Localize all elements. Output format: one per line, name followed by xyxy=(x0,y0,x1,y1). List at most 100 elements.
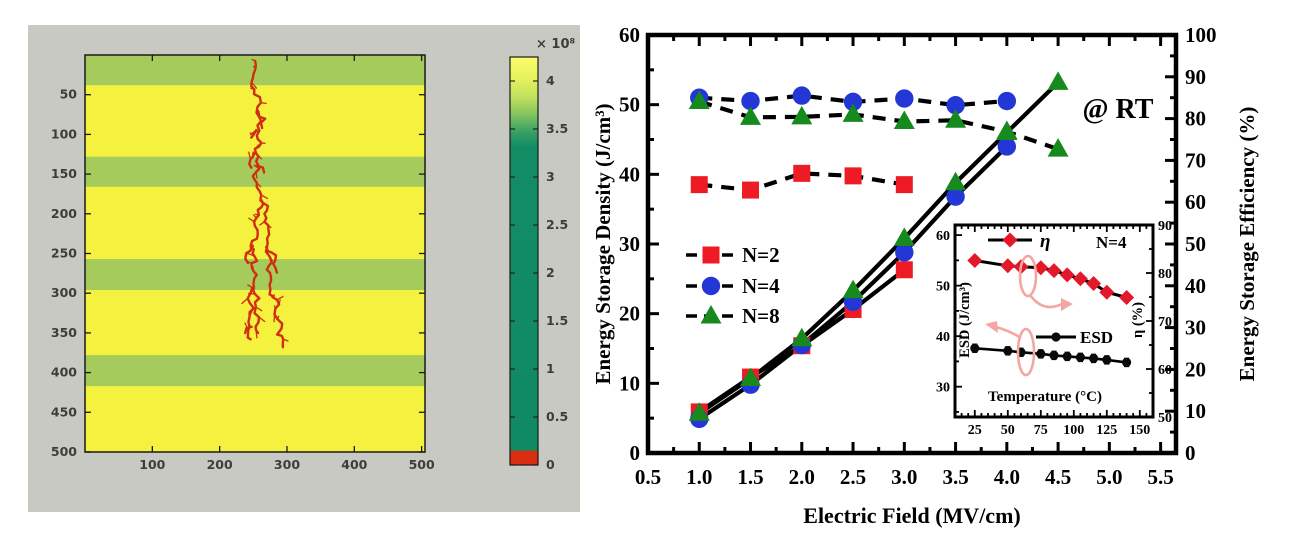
eta-marker xyxy=(1086,276,1102,292)
inset-note: N=4 xyxy=(1096,233,1127,252)
y-right-tick-label: 10 xyxy=(1185,399,1206,423)
y-tick-label: 400 xyxy=(51,365,77,380)
inset-esd-marker xyxy=(1003,346,1013,356)
y-right-tick-label: 20 xyxy=(1185,357,1206,381)
breakdown-twigs xyxy=(249,129,257,136)
y-right-tick-label: 50 xyxy=(1185,232,1206,256)
inset-x-tick-label: 25 xyxy=(968,423,982,438)
inset-esd-marker xyxy=(1122,357,1132,368)
efficiency-line-N=2 xyxy=(699,171,905,193)
y-tick-label: 450 xyxy=(51,404,77,419)
chart-ticks xyxy=(646,33,1176,455)
y-right-tick-label: 30 xyxy=(1185,316,1206,340)
marker-N=8-efficiency xyxy=(1047,138,1069,157)
y-left-tick-label: 50 xyxy=(619,93,640,117)
marker-N=8-efficiency xyxy=(791,105,813,125)
inset-y-right-tick-label: 60 xyxy=(1158,363,1172,378)
marker-N=4-efficiency xyxy=(997,91,1017,111)
x-tick-label: 100 xyxy=(139,457,165,472)
inset-esd-marker xyxy=(1036,349,1046,359)
x-tick-label: 5.5 xyxy=(1147,465,1173,489)
y-tick-label: 500 xyxy=(51,444,77,459)
colorbar-frame xyxy=(509,56,539,466)
y-left-tick-label: 0 xyxy=(630,441,641,465)
breakdown-branch xyxy=(251,287,261,335)
inset-x-tick-label: 150 xyxy=(1129,423,1150,438)
y-left-tick-label: 40 xyxy=(619,162,640,186)
inset-y-left-tick-label: 50 xyxy=(936,280,950,295)
colorbar-tick-label: 4 xyxy=(546,73,555,88)
legend-label: N=2 xyxy=(742,243,780,267)
marker-N=2-efficiency xyxy=(742,181,760,199)
y-tick-label: 200 xyxy=(51,206,77,221)
marker-N=2-efficiency xyxy=(690,176,708,194)
eta-marker xyxy=(1119,289,1135,305)
inset-x-tick-label: 50 xyxy=(1001,423,1015,438)
colorbar-tick-label: 2.5 xyxy=(546,217,568,232)
inset-y-left-tick-label: 60 xyxy=(936,229,950,244)
colorbar xyxy=(510,57,538,465)
x-tick-label: 4.5 xyxy=(1045,465,1071,489)
y-right-tick-label: 0 xyxy=(1185,441,1196,465)
inset-x-tick-label: 125 xyxy=(1096,423,1117,438)
legend-label: N=4 xyxy=(742,274,780,298)
marker-N=8-esd xyxy=(688,402,710,421)
inset-esd-marker xyxy=(1089,353,1099,363)
colorbar-tick-label: 0 xyxy=(546,457,555,472)
marker-N=8-esd xyxy=(791,327,813,347)
dielectric-matrix xyxy=(85,55,425,452)
esd-guide-arrow xyxy=(995,325,1022,340)
colorbar-tick-label: 1.5 xyxy=(546,313,568,328)
legend-label: N=8 xyxy=(742,304,780,328)
x-tick-label: 200 xyxy=(207,457,233,472)
x-tick-label: 5.0 xyxy=(1096,465,1122,489)
series-markers xyxy=(688,71,1069,429)
x-axis-title: Electric Field (MV/cm) xyxy=(803,503,1020,528)
marker-N=8-efficiency xyxy=(842,103,864,122)
inset-esd-marker xyxy=(1049,350,1059,360)
esd-arrowhead-icon xyxy=(985,321,998,333)
x-tick-label: 300 xyxy=(274,457,300,472)
inset-esd-marker xyxy=(1062,351,1072,361)
marker-N=8-efficiency xyxy=(688,90,710,109)
marker-N=2-esd xyxy=(895,261,913,279)
breakdown-branch xyxy=(265,245,279,274)
marker-N=2-efficiency xyxy=(844,167,862,185)
efficiency-line-N=8 xyxy=(698,99,1059,152)
y-tick-label: 250 xyxy=(51,246,77,261)
sim-tick-labels: 100 200 300 400 500 50 100 150 200 250 300 350 400 45… xyxy=(51,87,435,472)
eta-marker xyxy=(1099,284,1115,300)
x-tick-label: 3.5 xyxy=(942,465,968,489)
inset-y-right-tick-label: 70 xyxy=(1158,315,1172,330)
breakdown-twigs xyxy=(245,250,251,255)
y-right-tick-label: 60 xyxy=(1185,190,1206,214)
layer-band xyxy=(85,355,425,387)
inset-y-right-tick-label: 50 xyxy=(1158,411,1172,426)
marker-N=4-efficiency xyxy=(946,96,965,115)
y-right-tick-label: 90 xyxy=(1185,65,1206,89)
colorbar-tick-label: 1 xyxy=(546,361,555,376)
inset-ticks xyxy=(954,224,1154,418)
marker-N=8-esd xyxy=(1047,71,1069,90)
eta-marker xyxy=(1000,258,1016,274)
breakdown-twigs xyxy=(259,207,274,262)
colorbar-exponent-label: × 10⁸ xyxy=(536,37,576,52)
x-tick-label: 2.5 xyxy=(840,465,866,489)
legend-marker-N=4 xyxy=(701,276,721,296)
x-tick-label: 1.5 xyxy=(737,465,763,489)
marker-N=4-efficiency xyxy=(895,89,914,108)
legend-marker-N=2 xyxy=(702,246,720,264)
marker-N=4-esd xyxy=(997,137,1017,156)
eta-marker xyxy=(1046,263,1062,279)
inset-esd-marker xyxy=(970,343,980,353)
x-tick-label: 1.0 xyxy=(686,465,712,489)
marker-N=4-efficiency xyxy=(792,86,811,105)
breakdown-branch xyxy=(257,110,267,130)
breakdown-twigs xyxy=(248,151,254,160)
inset-y-left-axis-title: ESD (J/cm³) xyxy=(957,282,973,358)
marker-N=2-efficiency xyxy=(793,164,811,182)
x-tick-label: 400 xyxy=(341,457,367,472)
y-tick-label: 50 xyxy=(60,87,78,102)
